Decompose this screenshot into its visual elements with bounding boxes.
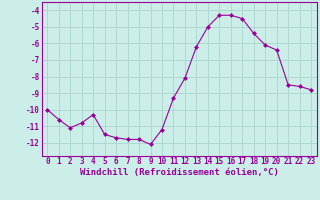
X-axis label: Windchill (Refroidissement éolien,°C): Windchill (Refroidissement éolien,°C)	[80, 168, 279, 177]
